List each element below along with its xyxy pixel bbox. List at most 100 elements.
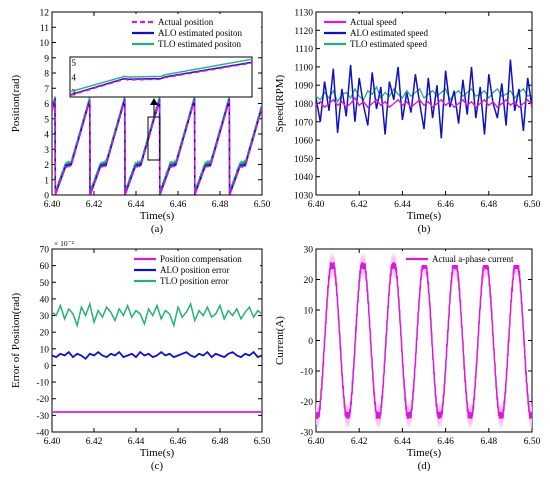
y-tick-label: -20 — [36, 395, 49, 405]
y-tick-label: -30 — [36, 412, 49, 422]
y-tick-label: -10 — [300, 368, 313, 378]
y-tick-label: 12 — [40, 9, 50, 19]
y-tick-label: 2 — [44, 161, 49, 171]
x-tick-label: 6.48 — [212, 200, 229, 210]
y-tick-label: 0 — [44, 362, 49, 372]
y-tick-label: -10 — [36, 379, 49, 389]
y-tick-label: 10 — [40, 345, 50, 355]
legend-entry: TLO estimated positon — [158, 39, 241, 49]
actual-position-line — [52, 99, 262, 195]
y-tick-label: 7 — [44, 85, 49, 95]
y-axis-label: Current(A) — [274, 316, 286, 365]
x-axis-label: Time(s) — [140, 447, 175, 459]
x-tick-label: 6.50 — [254, 200, 271, 210]
y-tick-label: 5 — [44, 115, 49, 125]
inset-tick-label: 5 — [72, 58, 77, 68]
y-tick-label: 1050 — [294, 155, 313, 165]
legend-entry: ALO position error — [160, 265, 230, 275]
alo-speed-line — [316, 59, 532, 139]
chart-speed: 6.40 6.42 6.44 6.46 6.48 6.50 1030 1040 1050 1060… — [274, 9, 541, 236]
x-tick-label: 6.48 — [480, 437, 497, 447]
y-tick-label: 40 — [40, 295, 50, 305]
y-tick-label: 1 — [44, 176, 49, 186]
legend-entry: ALO estimated positon — [158, 28, 242, 38]
panel-label: (d) — [418, 460, 431, 472]
inset-actual-line — [69, 62, 253, 97]
y-tick-label: 4 — [44, 131, 49, 141]
y-tick-label: 1090 — [294, 82, 313, 92]
plot-frame — [51, 248, 263, 433]
y-tick-label: 70 — [40, 246, 50, 256]
chart-current: 6.40 6.42 6.44 6.46 6.48 6.50 -30 -20 -10 0 10 20 30… — [274, 246, 541, 473]
x-tick-label: 6.42 — [351, 437, 368, 447]
y-tick-label: 1130 — [294, 9, 313, 19]
x-tick-label: 6.42 — [351, 200, 368, 210]
y-tick-label: 3 — [44, 146, 49, 156]
x-tick-label: 6.40 — [308, 200, 325, 210]
y-tick-label: 1110 — [295, 45, 314, 55]
x-tick-label: 6.48 — [212, 437, 229, 447]
x-tick-label: 6.40 — [44, 437, 61, 447]
inset-tick-label: 3 — [72, 88, 77, 98]
x-axis-label: Time(s) — [407, 447, 442, 459]
x-tick-label: 6.42 — [86, 200, 103, 210]
y-tick-label: 1100 — [294, 63, 313, 73]
x-tick-label: 6.44 — [128, 200, 145, 210]
x-tick-label: 6.44 — [394, 437, 411, 447]
legend-entry: TLO estimated speed — [350, 39, 427, 49]
x-tick-label: 6.48 — [480, 200, 497, 210]
panel-label: (a) — [151, 223, 164, 235]
tlo-speed-line — [316, 85, 532, 104]
x-tick-label: 6.44 — [394, 200, 411, 210]
y-tick-label: 1070 — [294, 118, 313, 128]
legend-entry: ALO estimated speed — [350, 28, 428, 38]
y-axis-label: Error of Position(rad) — [10, 293, 22, 389]
y-tick-label: 10 — [40, 39, 50, 49]
legend-entry: Position compensation — [160, 254, 242, 264]
y-tick-label: 6 — [44, 100, 49, 110]
x-tick-label: 6.40 — [308, 437, 325, 447]
y-tick-label: 20 — [304, 276, 314, 286]
x-tick-label: 6.46 — [437, 437, 454, 447]
chart-position: 6.40 6.42 6.44 6.46 6.48 6.500123456789101112… — [10, 9, 271, 236]
inset-tick-label: 4 — [72, 73, 77, 83]
y-tick-label: 50 — [40, 279, 50, 289]
current-noise-band — [316, 251, 532, 430]
y-tick-label: 0 — [44, 192, 49, 202]
y-tick-label: 9 — [44, 54, 49, 64]
y-tick-label: -30 — [300, 429, 313, 439]
legend-entry: Actual speed — [350, 17, 397, 27]
inset-tlo-line — [69, 58, 253, 93]
zoom-arrowhead — [150, 98, 158, 105]
y-tick-label: 10 — [304, 307, 314, 317]
y-tick-label: -40 — [36, 429, 49, 439]
actual-speed-line — [316, 96, 532, 109]
y-tick-label: 1120 — [294, 27, 313, 37]
y-axis-label: Position(rad) — [10, 74, 22, 132]
y-multiplier: × 10⁻² — [54, 239, 75, 248]
y-tick-label: 0 — [308, 337, 313, 347]
panel-label: (b) — [418, 223, 431, 235]
y-tick-label: 20 — [40, 329, 50, 339]
y-tick-label: 30 — [304, 246, 314, 256]
y-tick-label: 8 — [44, 70, 49, 80]
y-tick-label: -20 — [300, 398, 313, 408]
y-axis-label: Speed(RPM) — [274, 74, 286, 132]
current-line — [316, 262, 532, 419]
x-tick-label: 6.50 — [524, 437, 541, 447]
legend-entry: Actual position — [158, 17, 214, 27]
y-tick-label: 1060 — [294, 137, 313, 147]
x-tick-label: 6.50 — [524, 200, 541, 210]
y-tick-label: 1080 — [294, 100, 313, 110]
y-tick-label: 30 — [40, 312, 50, 322]
x-tick-label: 6.46 — [170, 200, 187, 210]
x-tick-label: 6.46 — [170, 437, 187, 447]
zoom-region — [147, 116, 161, 161]
y-tick-label: 60 — [40, 262, 50, 272]
tlo-error-line — [52, 301, 262, 329]
y-tick-label: 1030 — [294, 192, 313, 202]
x-tick-label: 6.44 — [128, 437, 145, 447]
x-tick-label: 6.50 — [254, 437, 271, 447]
x-axis-label: Time(s) — [407, 210, 442, 222]
